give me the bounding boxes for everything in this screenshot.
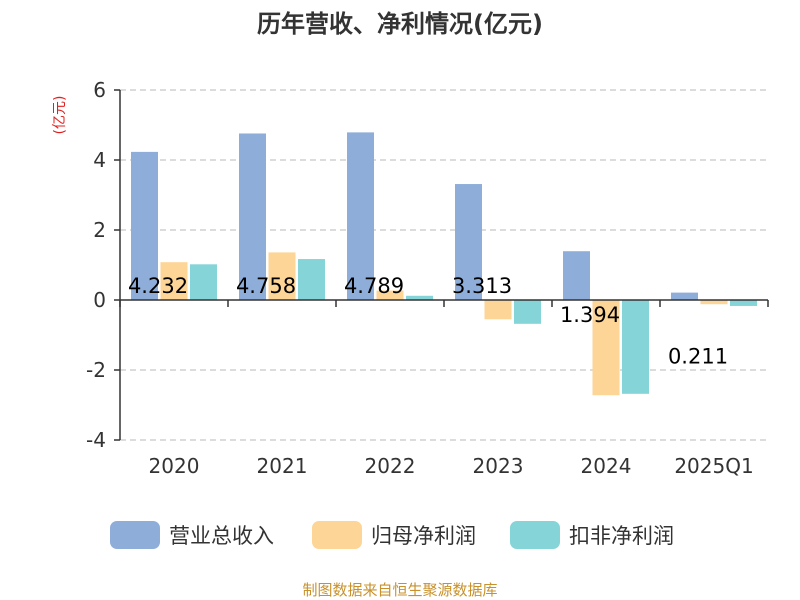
y-tick-label: 4 bbox=[93, 148, 106, 172]
data-label: 3.313 bbox=[452, 274, 512, 298]
data-label: 0.211 bbox=[668, 345, 728, 369]
bar bbox=[671, 292, 698, 300]
y-tick-label: -2 bbox=[86, 358, 106, 382]
bar bbox=[514, 300, 541, 324]
bar bbox=[455, 184, 482, 300]
legend-label: 归母净利润 bbox=[371, 524, 476, 548]
y-tick-label: -4 bbox=[86, 428, 106, 452]
legend-label: 营业总收入 bbox=[169, 524, 274, 548]
grid-lines bbox=[120, 89, 768, 441]
x-tick-label: 2022 bbox=[365, 454, 416, 478]
source-note: 制图数据来自恒生聚源数据库 bbox=[302, 581, 497, 599]
bar bbox=[160, 262, 188, 300]
axes: 6 4 2 0 -2 -4 2020 2021 2022 2023 2024 2025Q1 bbox=[86, 78, 769, 478]
legend-swatch bbox=[510, 521, 560, 549]
x-tick-label: 2023 bbox=[473, 454, 524, 478]
y-unit-label: (亿元) bbox=[52, 96, 68, 135]
y-tick-label: 0 bbox=[93, 288, 106, 312]
bar bbox=[131, 151, 158, 300]
bar bbox=[268, 252, 296, 300]
bar bbox=[406, 295, 433, 300]
legend-item[interactable]: 营业总收入 bbox=[110, 521, 274, 549]
data-labels: 4.232 4.758 4.789 3.313 1.394 0.211 bbox=[128, 274, 728, 369]
legend-item[interactable]: 扣非净利润 bbox=[510, 521, 674, 549]
bar bbox=[563, 251, 590, 300]
legend-item[interactable]: 归母净利润 bbox=[312, 521, 476, 549]
legend-swatch bbox=[110, 521, 160, 549]
bar bbox=[484, 300, 512, 320]
bar bbox=[700, 300, 728, 305]
legend[interactable]: 营业总收入 归母净利润 扣非净利润 bbox=[110, 521, 674, 549]
data-label: 1.394 bbox=[560, 303, 620, 327]
x-tick-label: 2024 bbox=[581, 454, 632, 478]
bar bbox=[347, 132, 374, 300]
data-label: 4.232 bbox=[128, 274, 188, 298]
chart-title: 历年营收、净利情况(亿元) bbox=[257, 10, 543, 38]
x-tick-label: 2021 bbox=[257, 454, 308, 478]
bar bbox=[622, 300, 649, 394]
bar bbox=[376, 290, 404, 300]
bar bbox=[239, 133, 266, 300]
x-tick-label: 2025Q1 bbox=[674, 454, 753, 478]
y-tick-label: 6 bbox=[93, 78, 106, 102]
y-tick-label: 2 bbox=[93, 218, 106, 242]
legend-swatch bbox=[312, 521, 362, 549]
bar bbox=[592, 300, 620, 396]
bar bbox=[298, 259, 325, 300]
legend-label: 扣非净利润 bbox=[569, 524, 674, 548]
x-tick-label: 2020 bbox=[149, 454, 200, 478]
bars bbox=[131, 132, 757, 396]
data-label: 4.758 bbox=[236, 274, 296, 298]
bar bbox=[190, 264, 217, 300]
bar bbox=[730, 300, 757, 306]
data-label: 4.789 bbox=[344, 274, 404, 298]
